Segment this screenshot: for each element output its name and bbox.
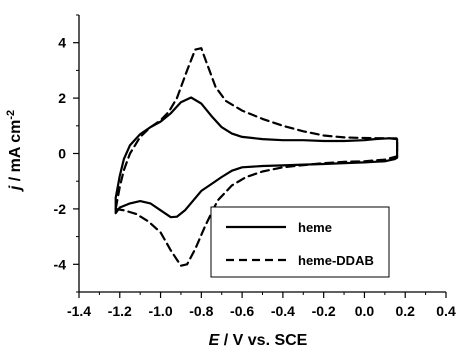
x-tick-label: -0.4	[271, 303, 295, 319]
x-axis-title: E / V vs. SCE	[209, 332, 308, 349]
y-axis-title: j / mA cm-2	[5, 110, 24, 192]
y-axis-superscript: -2	[5, 110, 17, 120]
axes	[73, 14, 447, 298]
tick-labels: -1.4 -1.2 -1.0 -0.8 -0.6 -0.4 -0.2 0.0 0.2 0.4 -4 -…	[54, 35, 456, 319]
legend-label-heme: heme	[298, 220, 332, 235]
x-tick-label: -1.2	[108, 303, 132, 319]
x-axis-text: / V vs. SCE	[219, 332, 307, 349]
x-tick-label: -0.6	[230, 303, 254, 319]
y-tick-label: 2	[58, 90, 66, 106]
y-axis-text: / mA cm	[7, 120, 24, 186]
x-tick-label: 0.4	[436, 303, 456, 319]
y-tick-label: 4	[58, 35, 66, 51]
x-axis-symbol: E	[209, 332, 221, 349]
y-tick-label: -4	[54, 256, 67, 272]
x-tick-label: 0.2	[395, 303, 415, 319]
x-tick-label: -0.8	[189, 303, 213, 319]
y-tick-label: 0	[58, 146, 66, 162]
x-tick-label: -1.4	[67, 303, 91, 319]
series-line-heme-ddab	[114, 47, 399, 267]
x-tick-label: -1.0	[148, 303, 172, 319]
plot-lines	[114, 47, 399, 267]
y-axis-symbol: j	[7, 185, 24, 192]
legend-box	[210, 206, 390, 278]
y-tick-label: -2	[54, 201, 67, 217]
x-tick-label: -0.2	[312, 303, 336, 319]
legend: heme heme-DDAB	[210, 206, 390, 278]
legend-label-heme-ddab: heme-DDAB	[298, 253, 374, 268]
x-tick-label: 0.0	[355, 303, 375, 319]
